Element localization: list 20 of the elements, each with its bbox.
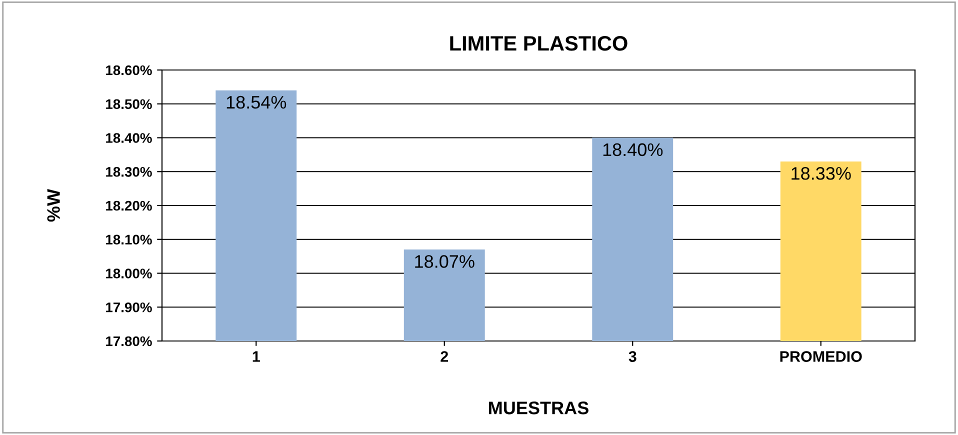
y-tick-label: 18.30%: [106, 166, 152, 177]
y-tick-label: 17.80%: [106, 336, 152, 346]
data-label: 18.54%: [226, 96, 286, 109]
y-tick-label: 18.60%: [106, 65, 152, 76]
x-tick-label: 1: [252, 351, 260, 362]
x-axis-title: MUESTRAS: [489, 402, 588, 414]
chart-title: LIMITE PLASTICO: [450, 36, 628, 51]
y-tick-label: 18.20%: [106, 200, 152, 211]
y-tick-label: 18.00%: [106, 268, 152, 278]
x-tick-label: 3: [628, 351, 636, 362]
data-label: 18.07%: [415, 255, 474, 268]
y-tick-label: 18.10%: [106, 234, 152, 245]
x-tick-label: 2: [440, 351, 448, 362]
y-tick-label: 17.90%: [106, 302, 152, 312]
y-tick-label: 18.50%: [106, 99, 152, 110]
x-tick-label: PROMEDIO: [780, 351, 862, 362]
y-axis-title: %W: [47, 188, 60, 222]
data-label: 18.33%: [792, 167, 851, 180]
data-label: 18.40%: [603, 143, 663, 156]
y-tick-label: 18.40%: [106, 133, 152, 143]
